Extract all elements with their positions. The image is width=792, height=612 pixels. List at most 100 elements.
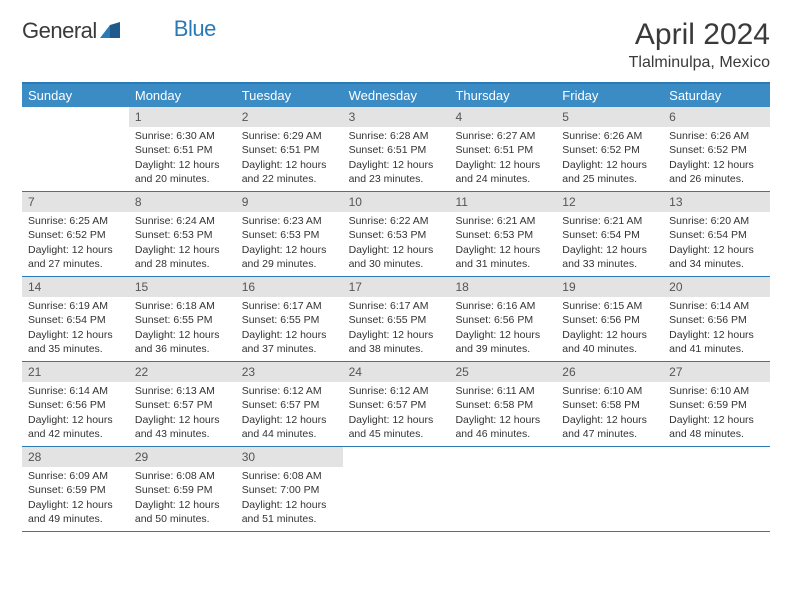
day-cell: 27Sunrise: 6:10 AMSunset: 6:59 PMDayligh… — [663, 362, 770, 446]
week-row: 21Sunrise: 6:14 AMSunset: 6:56 PMDayligh… — [22, 362, 770, 447]
sunrise-text: Sunrise: 6:12 AM — [349, 384, 444, 398]
sunset-text: Sunset: 6:55 PM — [135, 313, 230, 327]
sunrise-text: Sunrise: 6:17 AM — [349, 299, 444, 313]
sunrise-text: Sunrise: 6:20 AM — [669, 214, 764, 228]
day-body: Sunrise: 6:08 AMSunset: 6:59 PMDaylight:… — [129, 467, 236, 530]
sunrise-text: Sunrise: 6:15 AM — [562, 299, 657, 313]
logo-word1: General — [22, 18, 97, 44]
sunset-text: Sunset: 6:51 PM — [242, 143, 337, 157]
sunrise-text: Sunrise: 6:21 AM — [562, 214, 657, 228]
day-body: Sunrise: 6:23 AMSunset: 6:53 PMDaylight:… — [236, 212, 343, 275]
day-number: 12 — [556, 192, 663, 212]
weekday-header: Wednesday — [343, 84, 450, 107]
day-number — [343, 447, 450, 451]
sunset-text: Sunset: 6:55 PM — [349, 313, 444, 327]
location-label: Tlalminulpa, Mexico — [629, 54, 770, 72]
sunset-text: Sunset: 6:57 PM — [242, 398, 337, 412]
weekday-header: Monday — [129, 84, 236, 107]
day-number: 25 — [449, 362, 556, 382]
sunrise-text: Sunrise: 6:21 AM — [455, 214, 550, 228]
week-row: 14Sunrise: 6:19 AMSunset: 6:54 PMDayligh… — [22, 277, 770, 362]
day-body: Sunrise: 6:08 AMSunset: 7:00 PMDaylight:… — [236, 467, 343, 530]
weekday-header: Tuesday — [236, 84, 343, 107]
day-cell: 30Sunrise: 6:08 AMSunset: 7:00 PMDayligh… — [236, 447, 343, 531]
daylight-text: Daylight: 12 hours and 24 minutes. — [455, 158, 550, 186]
daylight-text: Daylight: 12 hours and 31 minutes. — [455, 243, 550, 271]
sunset-text: Sunset: 6:57 PM — [135, 398, 230, 412]
day-cell: 22Sunrise: 6:13 AMSunset: 6:57 PMDayligh… — [129, 362, 236, 446]
sunset-text: Sunset: 6:59 PM — [135, 483, 230, 497]
daylight-text: Daylight: 12 hours and 25 minutes. — [562, 158, 657, 186]
sunrise-text: Sunrise: 6:10 AM — [562, 384, 657, 398]
weekday-header: Thursday — [449, 84, 556, 107]
day-body: Sunrise: 6:27 AMSunset: 6:51 PMDaylight:… — [449, 127, 556, 190]
daylight-text: Daylight: 12 hours and 34 minutes. — [669, 243, 764, 271]
day-body: Sunrise: 6:25 AMSunset: 6:52 PMDaylight:… — [22, 212, 129, 275]
day-cell: 5Sunrise: 6:26 AMSunset: 6:52 PMDaylight… — [556, 107, 663, 191]
day-cell: 6Sunrise: 6:26 AMSunset: 6:52 PMDaylight… — [663, 107, 770, 191]
sunrise-text: Sunrise: 6:13 AM — [135, 384, 230, 398]
brand-logo: General Blue — [22, 18, 216, 44]
day-body: Sunrise: 6:09 AMSunset: 6:59 PMDaylight:… — [22, 467, 129, 530]
day-body: Sunrise: 6:19 AMSunset: 6:54 PMDaylight:… — [22, 297, 129, 360]
sunset-text: Sunset: 6:56 PM — [28, 398, 123, 412]
day-cell: 4Sunrise: 6:27 AMSunset: 6:51 PMDaylight… — [449, 107, 556, 191]
day-cell: 13Sunrise: 6:20 AMSunset: 6:54 PMDayligh… — [663, 192, 770, 276]
day-number: 18 — [449, 277, 556, 297]
daylight-text: Daylight: 12 hours and 29 minutes. — [242, 243, 337, 271]
day-body: Sunrise: 6:20 AMSunset: 6:54 PMDaylight:… — [663, 212, 770, 275]
day-number: 3 — [343, 107, 450, 127]
sunrise-text: Sunrise: 6:25 AM — [28, 214, 123, 228]
day-cell: 23Sunrise: 6:12 AMSunset: 6:57 PMDayligh… — [236, 362, 343, 446]
sunset-text: Sunset: 6:51 PM — [455, 143, 550, 157]
sunset-text: Sunset: 6:53 PM — [242, 228, 337, 242]
daylight-text: Daylight: 12 hours and 36 minutes. — [135, 328, 230, 356]
sunrise-text: Sunrise: 6:14 AM — [28, 384, 123, 398]
sunset-text: Sunset: 6:56 PM — [455, 313, 550, 327]
sunrise-text: Sunrise: 6:17 AM — [242, 299, 337, 313]
weeks-container: 1Sunrise: 6:30 AMSunset: 6:51 PMDaylight… — [22, 107, 770, 532]
sunset-text: Sunset: 6:53 PM — [135, 228, 230, 242]
day-number: 16 — [236, 277, 343, 297]
daylight-text: Daylight: 12 hours and 28 minutes. — [135, 243, 230, 271]
sunrise-text: Sunrise: 6:19 AM — [28, 299, 123, 313]
day-cell: 26Sunrise: 6:10 AMSunset: 6:58 PMDayligh… — [556, 362, 663, 446]
day-number: 9 — [236, 192, 343, 212]
day-cell: 2Sunrise: 6:29 AMSunset: 6:51 PMDaylight… — [236, 107, 343, 191]
day-body: Sunrise: 6:10 AMSunset: 6:59 PMDaylight:… — [663, 382, 770, 445]
day-body: Sunrise: 6:16 AMSunset: 6:56 PMDaylight:… — [449, 297, 556, 360]
page-header: General Blue April 2024 Tlalminulpa, Mex… — [22, 18, 770, 72]
daylight-text: Daylight: 12 hours and 50 minutes. — [135, 498, 230, 526]
week-row: 28Sunrise: 6:09 AMSunset: 6:59 PMDayligh… — [22, 447, 770, 532]
sunset-text: Sunset: 6:51 PM — [349, 143, 444, 157]
day-body: Sunrise: 6:17 AMSunset: 6:55 PMDaylight:… — [236, 297, 343, 360]
day-cell: 18Sunrise: 6:16 AMSunset: 6:56 PMDayligh… — [449, 277, 556, 361]
day-number: 1 — [129, 107, 236, 127]
day-number: 29 — [129, 447, 236, 467]
day-cell: 11Sunrise: 6:21 AMSunset: 6:53 PMDayligh… — [449, 192, 556, 276]
day-cell: 14Sunrise: 6:19 AMSunset: 6:54 PMDayligh… — [22, 277, 129, 361]
day-number: 2 — [236, 107, 343, 127]
daylight-text: Daylight: 12 hours and 39 minutes. — [455, 328, 550, 356]
day-body: Sunrise: 6:22 AMSunset: 6:53 PMDaylight:… — [343, 212, 450, 275]
day-number — [22, 107, 129, 111]
day-number: 11 — [449, 192, 556, 212]
day-number — [556, 447, 663, 451]
week-row: 1Sunrise: 6:30 AMSunset: 6:51 PMDaylight… — [22, 107, 770, 192]
daylight-text: Daylight: 12 hours and 48 minutes. — [669, 413, 764, 441]
sunrise-text: Sunrise: 6:14 AM — [669, 299, 764, 313]
sunrise-text: Sunrise: 6:30 AM — [135, 129, 230, 143]
daylight-text: Daylight: 12 hours and 37 minutes. — [242, 328, 337, 356]
weekday-header-row: SundayMondayTuesdayWednesdayThursdayFrid… — [22, 84, 770, 107]
daylight-text: Daylight: 12 hours and 44 minutes. — [242, 413, 337, 441]
day-number: 17 — [343, 277, 450, 297]
sunset-text: Sunset: 6:56 PM — [562, 313, 657, 327]
day-number: 13 — [663, 192, 770, 212]
day-cell: 21Sunrise: 6:14 AMSunset: 6:56 PMDayligh… — [22, 362, 129, 446]
day-body: Sunrise: 6:10 AMSunset: 6:58 PMDaylight:… — [556, 382, 663, 445]
sunrise-text: Sunrise: 6:08 AM — [135, 469, 230, 483]
daylight-text: Daylight: 12 hours and 51 minutes. — [242, 498, 337, 526]
day-body: Sunrise: 6:15 AMSunset: 6:56 PMDaylight:… — [556, 297, 663, 360]
sunrise-text: Sunrise: 6:09 AM — [28, 469, 123, 483]
day-number: 28 — [22, 447, 129, 467]
